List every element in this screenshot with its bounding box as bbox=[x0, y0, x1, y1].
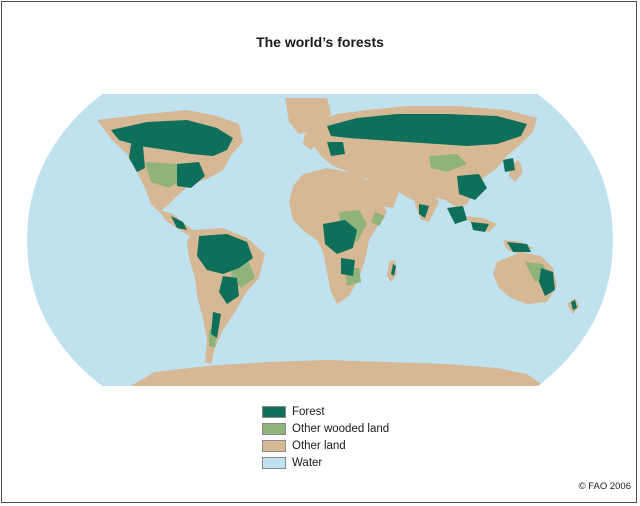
map-title: The world’s forests bbox=[256, 34, 384, 50]
legend-item-other-wooded-land: Other wooded land bbox=[262, 420, 389, 437]
other-wooded-land-layer bbox=[145, 154, 549, 348]
legend-swatch-other-land bbox=[262, 439, 286, 452]
legend-item-forest: Forest bbox=[262, 403, 389, 420]
map-legend: Forest Other wooded land Other land Wate… bbox=[262, 403, 389, 471]
legend-label-water: Water bbox=[292, 456, 323, 469]
legend-item-water: Water bbox=[262, 454, 389, 471]
legend-label-other-wooded-land: Other wooded land bbox=[292, 422, 390, 435]
legend-label-other-land: Other land bbox=[292, 439, 346, 452]
legend-label-forest: Forest bbox=[292, 405, 325, 418]
copyright-credit: © FAO 2006 bbox=[578, 481, 631, 492]
legend-swatch-water bbox=[262, 456, 286, 469]
forest-layer bbox=[111, 114, 577, 338]
legend-swatch-forest bbox=[262, 405, 286, 418]
legend-swatch-other-wooded-land bbox=[262, 422, 286, 435]
legend-item-other-land: Other land bbox=[262, 437, 389, 454]
world-map bbox=[27, 94, 613, 386]
